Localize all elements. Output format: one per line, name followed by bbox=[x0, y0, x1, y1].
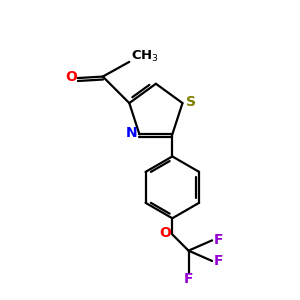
Text: CH$_3$: CH$_3$ bbox=[131, 48, 159, 64]
Text: O: O bbox=[159, 226, 171, 240]
Text: F: F bbox=[214, 254, 223, 268]
Text: S: S bbox=[186, 94, 196, 109]
Text: O: O bbox=[65, 70, 77, 84]
Text: F: F bbox=[214, 233, 223, 248]
Text: F: F bbox=[184, 272, 193, 286]
Text: N: N bbox=[125, 126, 137, 140]
